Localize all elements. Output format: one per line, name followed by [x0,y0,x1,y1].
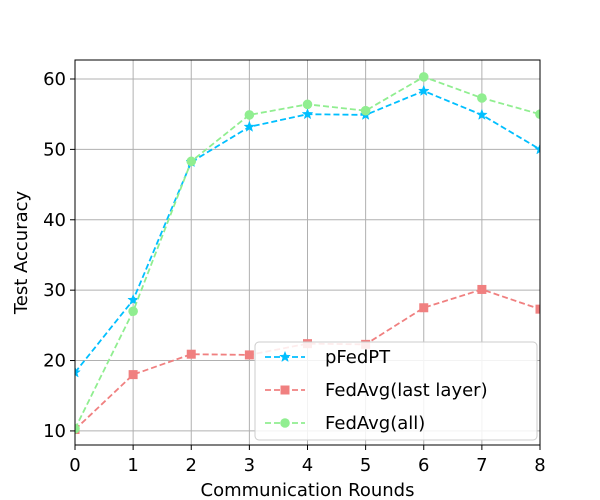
data-point [186,156,197,167]
data-point [477,284,487,294]
data-point [243,120,256,132]
data-point [534,143,540,155]
x-axis-label: Communication Rounds [201,480,415,500]
legend-label: FedAvg(last layer) [325,380,488,401]
legend-swatch-marker [280,418,290,428]
series-2 [75,72,540,434]
data-point [419,303,429,313]
x-tick-label: 4 [302,455,313,476]
x-tick-label: 0 [69,455,80,476]
x-tick-label: 2 [186,455,197,476]
tick-layer: 0 1 2 3 4 5 6 7 8 10 20 30 40 50 60 [43,69,546,476]
data-point [360,105,371,116]
y-axis-label: Test Accuracy [11,190,32,315]
legend-entry: FedAvg(last layer) [265,380,488,401]
x-tick-label: 8 [534,455,545,476]
data-point [75,424,80,434]
y-tick-label: 10 [43,421,66,442]
data-point [302,99,313,110]
data-point [418,72,429,82]
legend-box [254,341,538,441]
data-point [186,349,196,359]
y-tick-label: 60 [43,69,66,90]
data-point [417,84,430,96]
data-point [535,304,540,314]
legend-label: pFedPT [325,347,391,368]
legend-entry: FedAvg(all) [265,413,425,434]
x-tick-label: 3 [244,455,255,476]
data-point [128,370,138,380]
legend-swatch-marker [280,385,290,395]
legend: pFedPT FedAvg(last layer) FedAvg(all) [254,341,538,441]
y-tick-label: 40 [43,210,66,231]
legend-swatch-marker [279,350,291,363]
data-point [535,109,540,119]
data-point [301,107,314,120]
data-point [477,93,487,103]
x-tick-label: 7 [476,455,487,476]
y-tick-label: 30 [43,280,66,301]
data-point [244,350,254,360]
legend-label: FedAvg(all) [325,413,425,434]
x-tick-label: 6 [418,455,429,476]
data-point [128,306,138,317]
x-tick-label: 5 [360,455,371,476]
data-point [75,366,81,378]
grid [74,60,541,445]
legend-entry: pFedPT [265,347,391,368]
x-tick-label: 1 [127,455,138,476]
y-tick-label: 50 [43,139,66,160]
series-layer [75,72,540,435]
y-tick-label: 20 [43,351,66,372]
data-point [475,108,488,120]
data-point [127,293,140,306]
data-point [244,110,255,120]
series-line [75,288,540,431]
